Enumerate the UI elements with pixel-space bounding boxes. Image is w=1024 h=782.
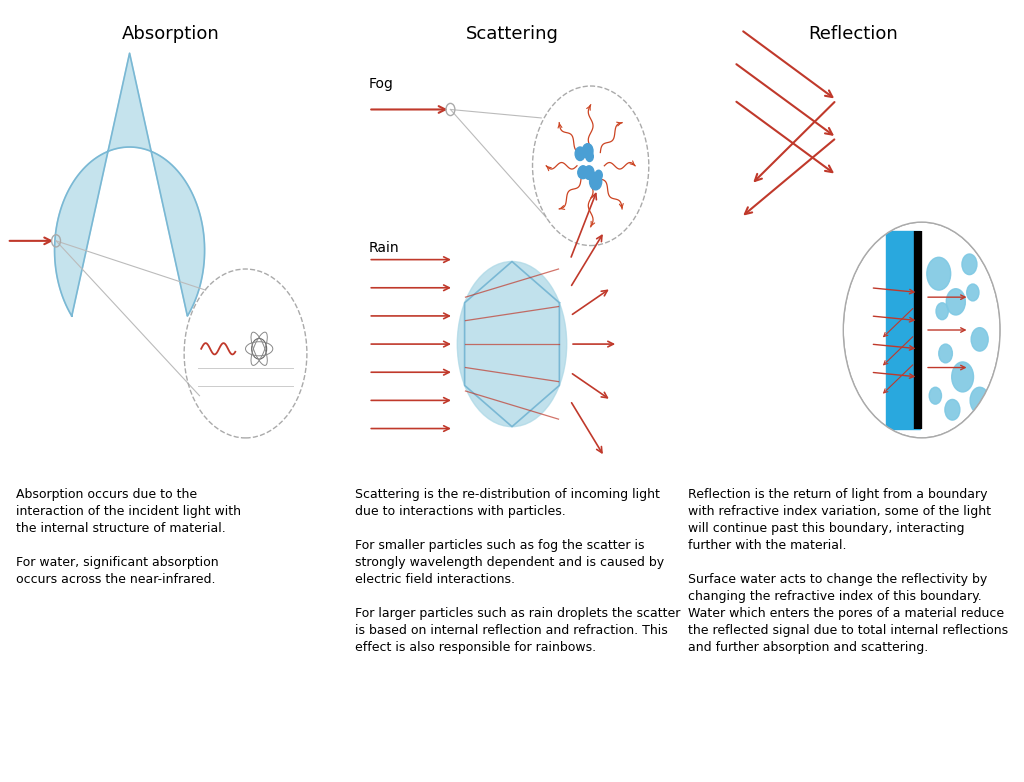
Circle shape <box>945 400 959 420</box>
Circle shape <box>927 257 950 290</box>
Text: Reflection is the return of light from a boundary
with refractive index variatio: Reflection is the return of light from a… <box>688 488 1008 654</box>
Circle shape <box>962 254 977 274</box>
Circle shape <box>583 144 593 158</box>
Circle shape <box>586 152 593 162</box>
Circle shape <box>579 166 588 178</box>
Text: Rain: Rain <box>369 241 399 255</box>
Circle shape <box>971 328 988 351</box>
Text: Absorption: Absorption <box>122 25 219 43</box>
Circle shape <box>951 362 974 392</box>
Circle shape <box>844 222 1000 438</box>
Text: Reflection: Reflection <box>809 25 898 43</box>
Circle shape <box>939 344 952 363</box>
Circle shape <box>578 167 586 178</box>
Text: Fog: Fog <box>369 77 393 91</box>
Polygon shape <box>54 53 205 316</box>
Circle shape <box>967 284 979 301</box>
Circle shape <box>595 170 602 180</box>
Circle shape <box>575 147 585 160</box>
Circle shape <box>970 387 989 414</box>
Ellipse shape <box>458 261 566 427</box>
Circle shape <box>590 172 597 182</box>
Text: Absorption occurs due to the
interaction of the incident light with
the internal: Absorption occurs due to the interaction… <box>16 488 242 586</box>
Text: Scattering is the re-distribution of incoming light
due to interactions with par: Scattering is the re-distribution of inc… <box>354 488 680 654</box>
FancyBboxPatch shape <box>886 231 920 429</box>
Circle shape <box>532 86 649 246</box>
Circle shape <box>929 387 941 404</box>
Circle shape <box>936 303 948 320</box>
Circle shape <box>584 166 594 179</box>
Circle shape <box>590 173 602 190</box>
Circle shape <box>946 289 966 315</box>
Text: Scattering: Scattering <box>466 25 558 43</box>
